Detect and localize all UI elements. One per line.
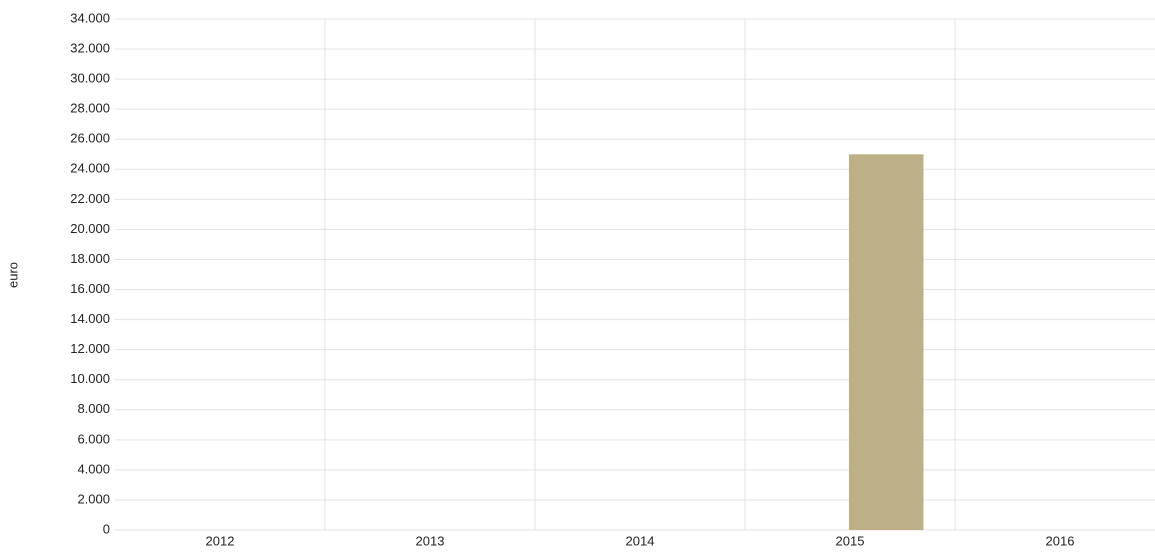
y-axis-label: euro <box>5 262 20 288</box>
x-tick-label: 2016 <box>1046 533 1075 548</box>
x-tick-label: 2012 <box>206 533 235 548</box>
y-tick-label: 4.000 <box>77 461 110 476</box>
y-tick-label: 16.000 <box>70 281 110 296</box>
y-tick-label: 24.000 <box>70 161 110 176</box>
y-tick-label: 14.000 <box>70 311 110 326</box>
y-tick-label: 22.000 <box>70 191 110 206</box>
x-tick-label: 2014 <box>626 533 655 548</box>
x-tick-label: 2013 <box>416 533 445 548</box>
y-tick-label: 2.000 <box>77 491 110 506</box>
y-tick-label: 20.000 <box>70 221 110 236</box>
y-tick-label: 6.000 <box>77 431 110 446</box>
y-tick-label: 26.000 <box>70 131 110 146</box>
y-tick-label: 10.000 <box>70 371 110 386</box>
y-tick-label: 8.000 <box>77 401 110 416</box>
x-tick-label: 2015 <box>836 533 865 548</box>
y-tick-label: 0 <box>103 521 110 536</box>
y-tick-label: 18.000 <box>70 251 110 266</box>
y-tick-label: 12.000 <box>70 341 110 356</box>
y-tick-label: 28.000 <box>70 101 110 116</box>
y-tick-label: 32.000 <box>70 40 110 55</box>
bar <box>848 154 924 530</box>
y-tick-label: 34.000 <box>70 10 110 25</box>
y-tick-label: 30.000 <box>70 71 110 86</box>
